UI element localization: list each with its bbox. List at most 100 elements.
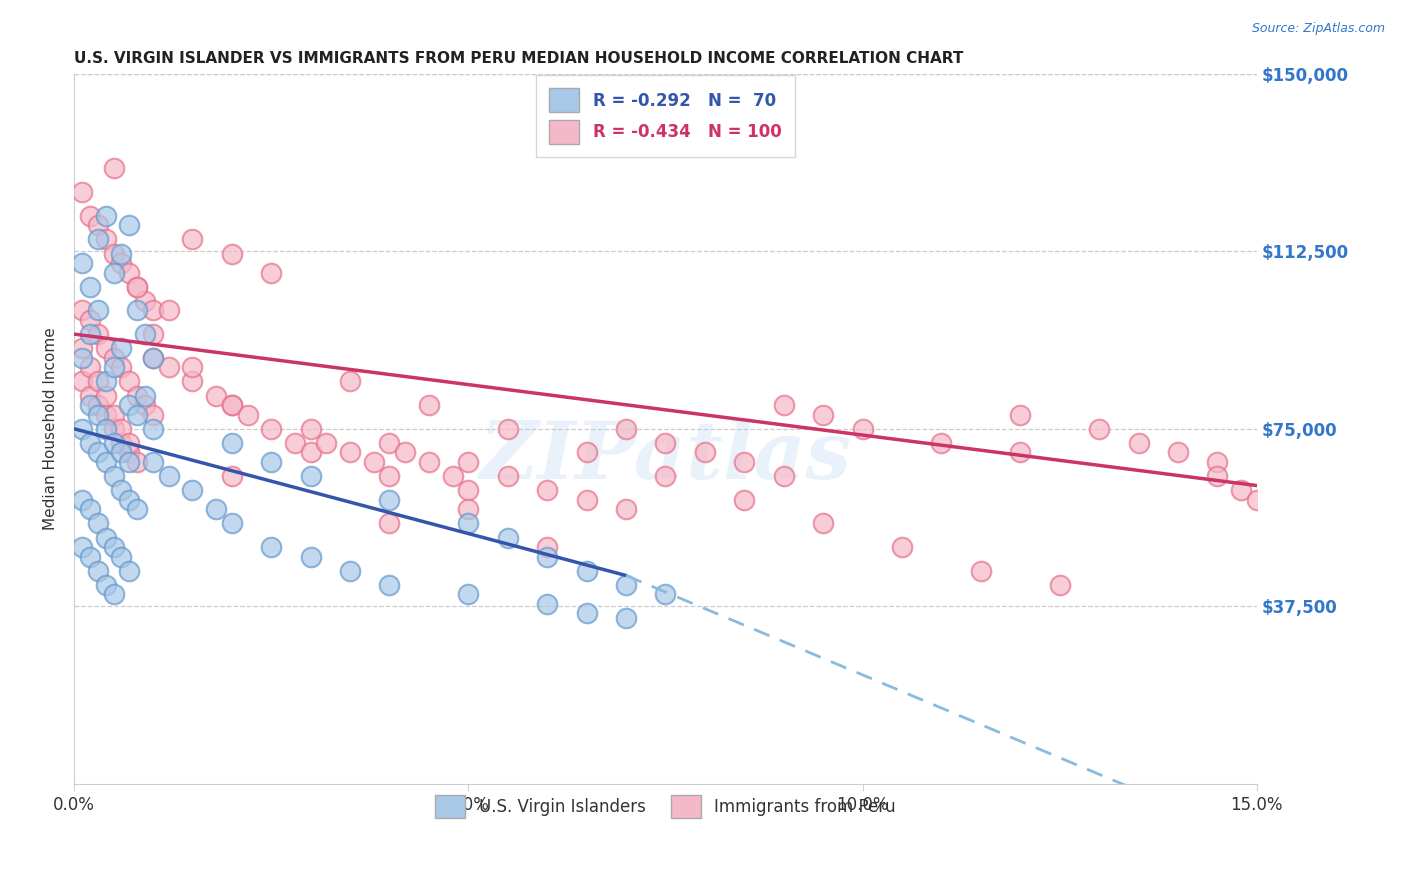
Point xyxy=(142,408,165,422)
Point xyxy=(260,540,283,554)
Point xyxy=(87,445,110,459)
Point xyxy=(811,408,834,422)
Point xyxy=(134,327,156,342)
Point xyxy=(852,422,875,436)
Point xyxy=(134,398,156,412)
Point xyxy=(496,469,519,483)
Point xyxy=(536,597,558,611)
Point xyxy=(87,232,110,246)
Point xyxy=(118,375,141,389)
Point xyxy=(110,246,132,260)
Point xyxy=(614,578,637,592)
Point xyxy=(103,351,125,365)
Point xyxy=(70,341,93,355)
Point xyxy=(496,422,519,436)
Point xyxy=(931,436,953,450)
Point xyxy=(118,436,141,450)
Point xyxy=(970,564,993,578)
Point xyxy=(1167,445,1189,459)
Point xyxy=(260,455,283,469)
Point xyxy=(614,502,637,516)
Point xyxy=(221,398,243,412)
Point xyxy=(142,303,165,318)
Point xyxy=(87,219,110,233)
Point xyxy=(110,341,132,355)
Point xyxy=(79,549,101,564)
Point xyxy=(142,422,165,436)
Point xyxy=(94,578,117,592)
Point xyxy=(1049,578,1071,592)
Point xyxy=(118,219,141,233)
Point xyxy=(614,611,637,625)
Point xyxy=(1206,455,1229,469)
Point xyxy=(221,398,243,412)
Point xyxy=(284,436,307,450)
Y-axis label: Median Household Income: Median Household Income xyxy=(44,327,58,530)
Point xyxy=(70,351,93,365)
Point xyxy=(1246,492,1268,507)
Point xyxy=(103,540,125,554)
Point xyxy=(103,469,125,483)
Point xyxy=(614,422,637,436)
Point xyxy=(127,389,149,403)
Point xyxy=(260,422,283,436)
Point xyxy=(70,375,93,389)
Point xyxy=(134,293,156,308)
Text: U.S. VIRGIN ISLANDER VS IMMIGRANTS FROM PERU MEDIAN HOUSEHOLD INCOME CORRELATION: U.S. VIRGIN ISLANDER VS IMMIGRANTS FROM … xyxy=(75,51,963,66)
Point xyxy=(70,540,93,554)
Point xyxy=(118,445,141,459)
Point xyxy=(94,455,117,469)
Point xyxy=(79,313,101,327)
Point xyxy=(79,279,101,293)
Point xyxy=(127,408,149,422)
Point xyxy=(79,436,101,450)
Point xyxy=(103,161,125,176)
Point xyxy=(536,540,558,554)
Point xyxy=(221,469,243,483)
Point xyxy=(221,246,243,260)
Point xyxy=(103,408,125,422)
Point xyxy=(87,516,110,531)
Point xyxy=(157,360,180,375)
Point xyxy=(110,436,132,450)
Point xyxy=(70,492,93,507)
Point xyxy=(70,303,93,318)
Point xyxy=(575,445,598,459)
Point xyxy=(79,327,101,342)
Point xyxy=(378,469,401,483)
Text: ZIPatlas: ZIPatlas xyxy=(479,418,852,496)
Point xyxy=(378,516,401,531)
Point xyxy=(94,422,117,436)
Point xyxy=(772,469,794,483)
Point xyxy=(110,360,132,375)
Point xyxy=(693,445,716,459)
Point xyxy=(103,436,125,450)
Point xyxy=(1128,436,1150,450)
Point xyxy=(536,483,558,498)
Point xyxy=(457,516,479,531)
Point xyxy=(378,492,401,507)
Point xyxy=(94,375,117,389)
Point xyxy=(79,398,101,412)
Point xyxy=(94,232,117,246)
Point xyxy=(457,483,479,498)
Point xyxy=(181,375,204,389)
Point xyxy=(94,408,117,422)
Point xyxy=(299,445,322,459)
Point xyxy=(87,303,110,318)
Point xyxy=(94,341,117,355)
Point xyxy=(142,455,165,469)
Point xyxy=(733,492,755,507)
Point xyxy=(654,587,676,601)
Point xyxy=(87,408,110,422)
Point xyxy=(299,549,322,564)
Point xyxy=(79,389,101,403)
Point xyxy=(87,564,110,578)
Point xyxy=(103,360,125,375)
Point xyxy=(118,492,141,507)
Point xyxy=(103,587,125,601)
Point xyxy=(1230,483,1253,498)
Point xyxy=(110,483,132,498)
Point xyxy=(363,455,385,469)
Point xyxy=(496,531,519,545)
